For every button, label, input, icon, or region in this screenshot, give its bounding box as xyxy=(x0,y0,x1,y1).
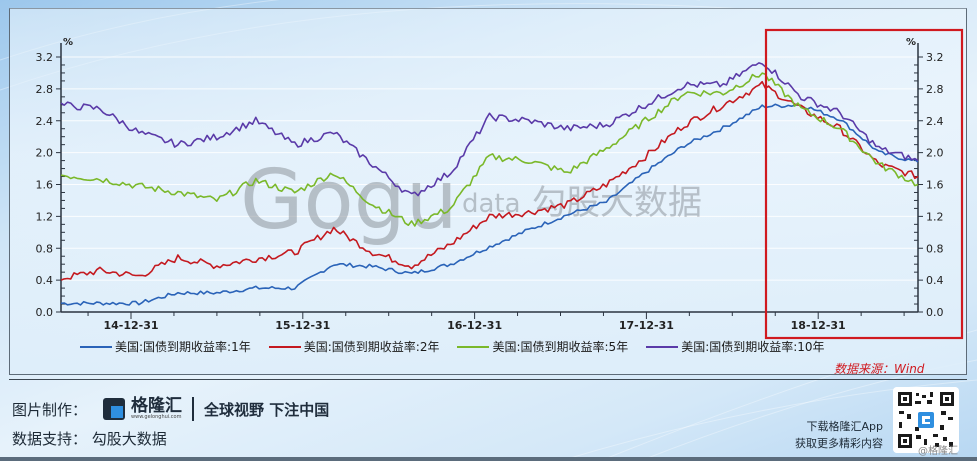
svg-text:15-12-31: 15-12-31 xyxy=(275,319,330,332)
svg-text:2.8: 2.8 xyxy=(36,83,54,96)
legend-label-10y: 美国:国债到期收益率:10年 xyxy=(681,340,825,354)
app-promo-line1: 下载格隆汇App xyxy=(806,420,884,433)
svg-text:0.8: 0.8 xyxy=(926,242,944,255)
bottom-bar xyxy=(0,457,977,461)
svg-text:0.0: 0.0 xyxy=(36,306,54,319)
app-promo: 下载格隆汇App 获取更多精彩内容 xyxy=(795,418,883,452)
legend-label-5y: 美国:国债到期收益率:5年 xyxy=(492,340,629,354)
svg-text:2.0: 2.0 xyxy=(36,147,54,160)
svg-text:1.2: 1.2 xyxy=(926,210,944,223)
series-line xyxy=(60,80,919,281)
legend-item-2y: 美国:国债到期收益率:2年 xyxy=(268,338,440,355)
svg-text:14-12-31: 14-12-31 xyxy=(103,319,158,332)
series-line xyxy=(60,62,919,197)
made-by-label: 图片制作： xyxy=(12,400,88,419)
brand-text: 格隆汇 xyxy=(131,396,183,416)
svg-text:2.4: 2.4 xyxy=(926,115,944,128)
footer-divider xyxy=(9,379,967,380)
gelonghui-logo-icon xyxy=(103,398,126,420)
legend-swatch-1y xyxy=(80,345,112,348)
brand-name: 格隆汇 www.gelonghui.com xyxy=(131,398,182,420)
app-promo-line2: 获取更多精彩内容 xyxy=(795,437,883,450)
svg-text:1.2: 1.2 xyxy=(36,210,54,223)
svg-text:2.0: 2.0 xyxy=(926,147,944,160)
legend-item-10y: 美国:国债到期收益率:10年 xyxy=(646,338,825,355)
svg-text:16-12-31: 16-12-31 xyxy=(447,319,502,332)
legend-item-1y: 美国:国债到期收益率:1年 xyxy=(80,338,251,355)
series-line xyxy=(60,103,919,306)
slogan: 全球视野 下注中国 xyxy=(204,400,330,419)
qr-watermark: @格隆汇 xyxy=(918,446,958,457)
legend-item-5y: 美国:国债到期收益率:5年 xyxy=(457,338,628,355)
svg-text:0.4: 0.4 xyxy=(926,274,944,287)
svg-text:18-12-31: 18-12-31 xyxy=(791,319,846,332)
legend-label-1y: 美国:国债到期收益率:1年 xyxy=(115,340,251,354)
qr-code-icon[interactable] xyxy=(893,387,959,453)
svg-text:3.2: 3.2 xyxy=(926,51,944,64)
footer-credit: 图片制作： 格隆汇 www.gelonghui.com 全球视野 下注中国 xyxy=(12,397,329,421)
svg-text:2.4: 2.4 xyxy=(36,115,54,128)
series-line xyxy=(60,72,919,227)
svg-text:1.6: 1.6 xyxy=(926,179,944,192)
legend-swatch-2y xyxy=(268,345,301,348)
svg-text:勾股大数据: 勾股大数据 xyxy=(532,183,702,223)
legend-swatch-5y xyxy=(457,345,490,348)
watermark-gogu: Gogu xyxy=(240,153,458,248)
brand-divider xyxy=(192,397,195,421)
svg-text:1.6: 1.6 xyxy=(36,179,54,192)
svg-text:3.2: 3.2 xyxy=(36,51,54,64)
data-support: 数据支持： 勾股大数据 xyxy=(12,430,167,448)
svg-text:0.0: 0.0 xyxy=(926,306,944,319)
data-source: 数据来源：Wind xyxy=(834,362,925,376)
brand-url: www.gelonghui.com xyxy=(131,414,182,420)
svg-text:0.8: 0.8 xyxy=(36,242,54,255)
legend-label-2y: 美国:国债到期收益率:2年 xyxy=(303,340,440,354)
svg-text:2.8: 2.8 xyxy=(926,83,944,96)
legend-swatch-10y xyxy=(646,345,679,348)
svg-text:%: % xyxy=(906,37,916,48)
svg-text:0.4: 0.4 xyxy=(36,274,54,287)
legend: 美国:国债到期收益率:1年 美国:国债到期收益率:2年 美国:国债到期收益率:5… xyxy=(80,338,843,355)
highlight-box xyxy=(764,28,964,340)
svg-text:%: % xyxy=(63,37,73,48)
svg-text:17-12-31: 17-12-31 xyxy=(619,319,674,332)
